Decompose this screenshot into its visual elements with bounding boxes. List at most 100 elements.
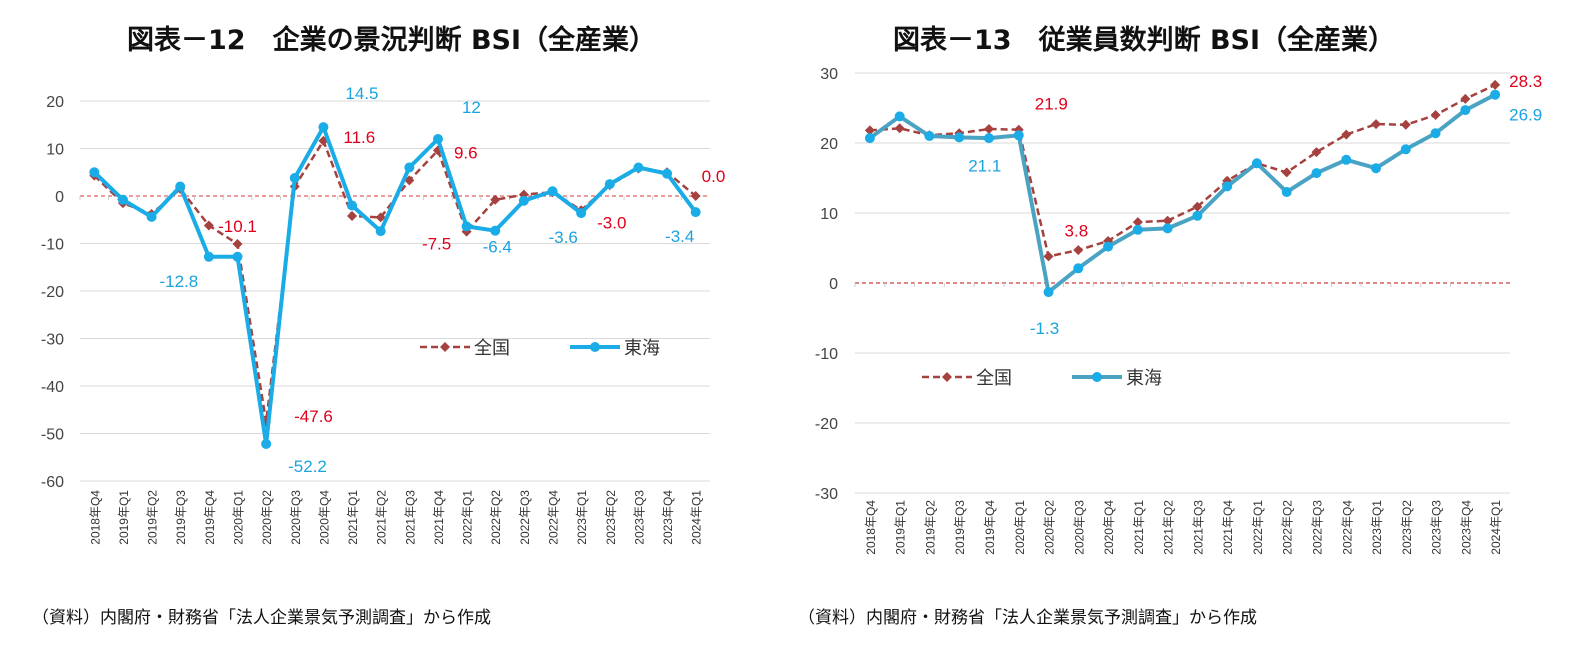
x-tick-label: 2024年Q1	[1489, 500, 1503, 555]
chart2: 30 20 10 0 -10 -20 -30 2018年Q4 2019年Q1 2019年Q2 201…	[815, 66, 1542, 555]
x-tick-label: 2023年Q1	[575, 490, 589, 545]
data-point-circle	[518, 195, 529, 206]
y-tick-label: 20	[820, 136, 838, 153]
data-point-circle	[983, 133, 994, 144]
x-tick-label: 2022年Q3	[518, 490, 532, 545]
legend-marker	[590, 342, 600, 352]
x-tick-label: 2022年Q4	[1340, 500, 1354, 555]
legend-label: 全国	[474, 338, 510, 358]
x-tick-label: 2021年Q2	[375, 490, 389, 545]
data-point-circle	[1073, 263, 1084, 274]
data-point-diamond	[690, 191, 701, 201]
y-tick-label: -40	[41, 379, 64, 396]
x-tick-label: 2020年Q1	[232, 490, 246, 545]
data-point-circle	[490, 225, 501, 236]
data-point-diamond	[894, 123, 905, 134]
data-label: 21.1	[968, 156, 1001, 175]
data-label: 14.5	[345, 84, 378, 103]
data-point-circle	[175, 181, 186, 192]
data-point-diamond	[1311, 147, 1322, 158]
data-point-circle	[1490, 89, 1501, 100]
x-tick-label: 2019年Q3	[953, 500, 967, 555]
data-label: -12.8	[159, 272, 198, 291]
data-point-diamond	[1371, 119, 1382, 130]
series-line-1	[868, 92, 1497, 295]
data-point-diamond	[864, 125, 875, 136]
data-point-circle	[1192, 210, 1203, 221]
data-point-circle	[690, 207, 701, 218]
data-point-diamond	[1192, 201, 1203, 212]
x-tick-label: 2019年Q4	[203, 490, 217, 545]
x-tick-label: 2021年Q2	[1162, 500, 1176, 555]
data-point-circle	[547, 186, 558, 197]
x-tick-label: 2020年Q3	[289, 490, 303, 545]
chart2-source: （資料）内閣府・財務省「法人企業景気予測調査」から作成	[798, 608, 1257, 628]
x-tick-label: 2022年Q1	[461, 490, 475, 545]
x-tick-label: 2019年Q1	[894, 500, 908, 555]
legend-marker	[1092, 372, 1102, 382]
data-point-circle	[954, 132, 965, 143]
y-tick-label: 0	[55, 189, 64, 206]
data-point-circle	[1371, 163, 1382, 174]
data-point-circle	[461, 221, 472, 232]
x-tick-label: 2020年Q4	[317, 490, 331, 545]
legend-label: 東海	[1126, 368, 1162, 388]
data-label: 28.3	[1509, 72, 1542, 91]
data-point-circle	[1251, 158, 1262, 169]
y-tick-label: -20	[41, 284, 64, 301]
y-tick-label: -30	[815, 486, 838, 503]
data-label: -52.2	[288, 457, 327, 476]
x-tick-label: 2021年Q4	[1221, 500, 1235, 555]
data-point-circle	[89, 167, 100, 178]
data-point-circle	[404, 162, 415, 173]
y-tick-label: 20	[46, 94, 64, 111]
y-tick-label: -30	[41, 332, 64, 349]
x-tick-label: 2021年Q1	[1132, 500, 1146, 555]
x-tick-label: 2021年Q3	[1191, 500, 1205, 555]
x-tick-label: 2022年Q2	[1281, 500, 1295, 555]
data-label: -1.3	[1030, 319, 1059, 338]
data-point-circle	[289, 172, 300, 183]
data-point-circle	[1341, 154, 1352, 165]
x-tick-label: 2019年Q4	[983, 500, 997, 555]
data-label: 3.8	[1065, 221, 1089, 240]
chart1-source: （資料）内閣府・財務省「法人企業景気予測調査」から作成	[32, 608, 491, 628]
x-tick-label: 2020年Q1	[1013, 500, 1027, 555]
data-label: -3.0	[597, 213, 626, 232]
data-point-circle	[1162, 223, 1173, 234]
data-label: 21.9	[1035, 95, 1068, 114]
legend-label: 全国	[976, 368, 1012, 388]
x-tick-label: 2021年Q4	[432, 490, 446, 545]
x-tick-label: 2022年Q2	[489, 490, 503, 545]
data-label: -7.5	[422, 235, 451, 254]
data-label: 0.0	[702, 167, 726, 186]
series-line-0	[869, 83, 1496, 258]
x-tick-label: 2023年Q2	[604, 490, 618, 545]
data-label: 11.6	[343, 128, 375, 147]
x-tick-label: 2023年Q3	[1430, 500, 1444, 555]
data-point-diamond	[1132, 217, 1143, 228]
x-tick-label: 2024年Q1	[690, 490, 704, 545]
x-tick-label: 2018年Q4	[864, 500, 878, 555]
x-tick-label: 2020年Q2	[260, 490, 274, 545]
data-point-diamond	[1073, 245, 1084, 256]
data-point-diamond	[1430, 110, 1441, 120]
data-label: 12	[462, 98, 481, 117]
data-point-circle	[864, 133, 875, 144]
data-point-circle	[1132, 224, 1143, 235]
data-point-circle	[1311, 168, 1322, 179]
y-tick-label: 10	[46, 142, 64, 159]
legend-label: 東海	[624, 338, 660, 358]
x-tick-label: 2023年Q3	[632, 490, 646, 545]
data-point-circle	[347, 200, 358, 211]
chart1: 20 10 0 -10 -20 -30 -40 -50 -60 2018年Q4 2019年Q1 201…	[41, 84, 725, 545]
x-tick-label: 2022年Q1	[1251, 500, 1265, 555]
y-tick-label: 10	[820, 206, 838, 223]
series-line-1	[92, 125, 698, 446]
data-label: -10.1	[218, 217, 257, 236]
data-point-circle	[662, 168, 673, 179]
data-point-circle	[1043, 287, 1054, 298]
x-tick-label: 2022年Q3	[1310, 500, 1324, 555]
chart2-title: 図表－13 従業員数判断 BSI（全産業）	[893, 25, 1396, 56]
data-point-diamond	[232, 238, 243, 249]
